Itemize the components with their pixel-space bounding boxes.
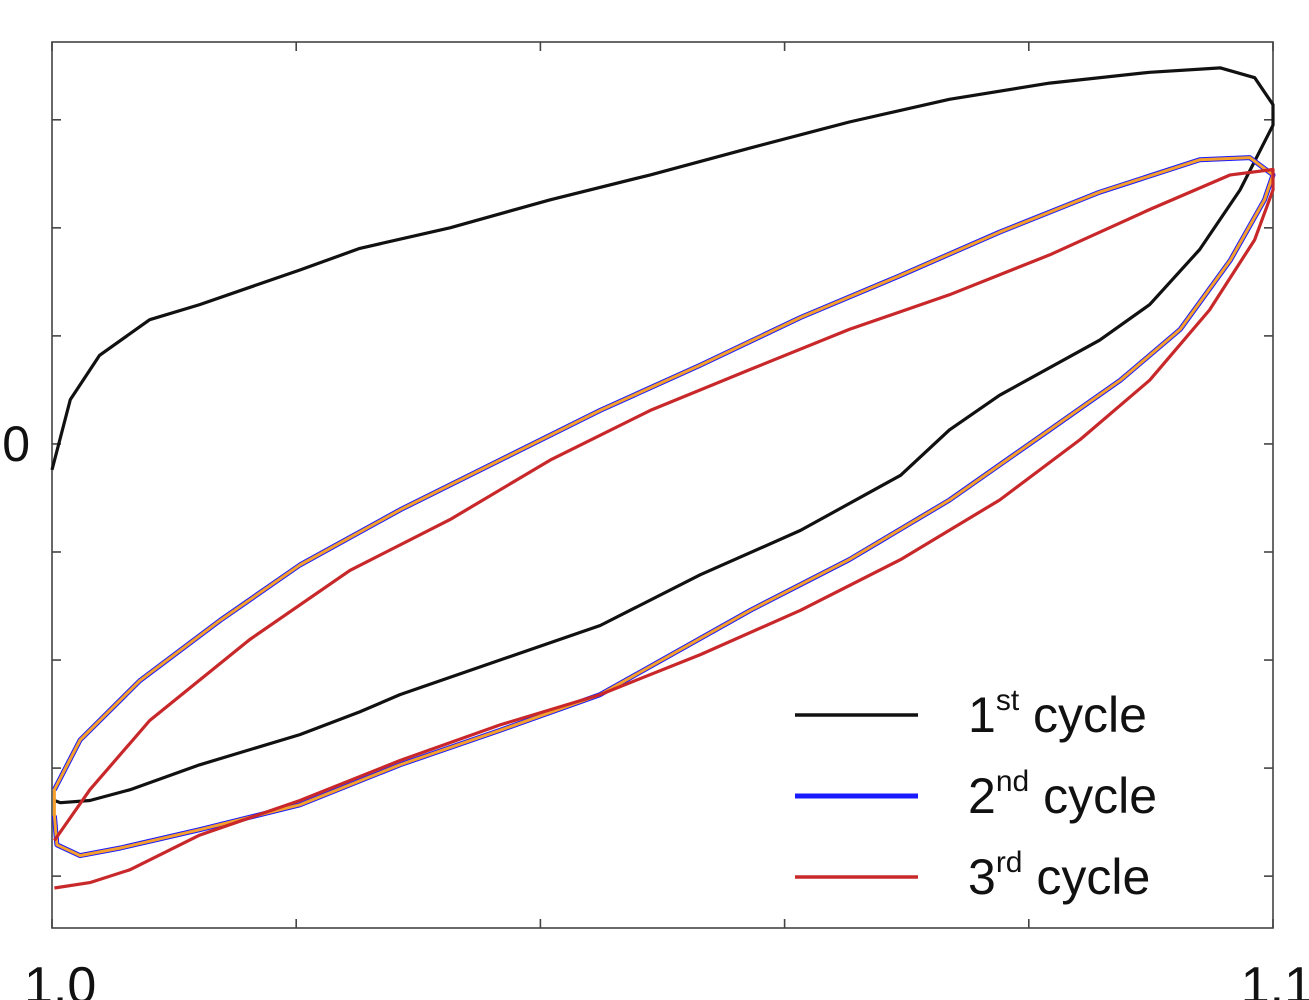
plot-area [50, 66, 1276, 890]
x-tick-label: 1.0 [24, 957, 96, 1000]
y-tick-label: 0 [2, 416, 30, 472]
series-line [50, 66, 1275, 805]
legend-label: 1st cycle [968, 684, 1147, 743]
series-highlight [52, 156, 1275, 858]
series-line [53, 167, 1275, 890]
plot-frame [51, 41, 1274, 929]
x-tick-label: 1.1 [1241, 957, 1309, 1000]
legend-label: 2nd cycle [968, 765, 1157, 824]
series-line [51, 155, 1276, 859]
legend-label: 3rd cycle [968, 846, 1150, 905]
